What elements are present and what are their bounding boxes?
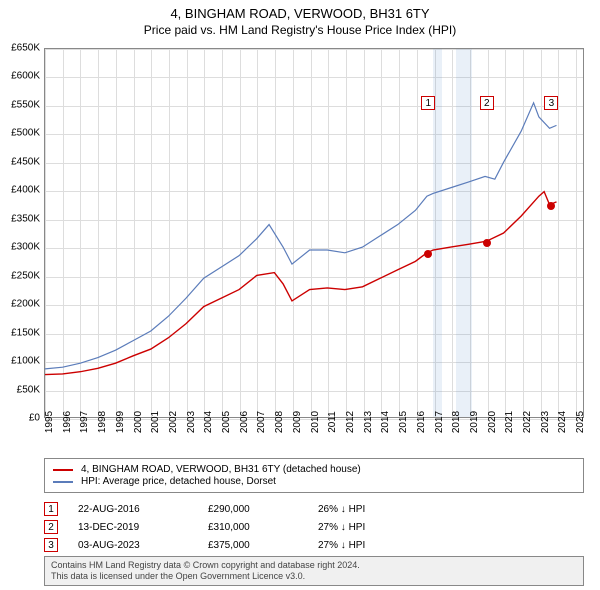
y-axis-label: £400K — [0, 185, 40, 196]
y-axis-label: £650K — [0, 43, 40, 54]
sale-marker-number: 3 — [48, 540, 54, 551]
sale-marker-number: 1 — [48, 504, 54, 515]
sale-price: £290,000 — [208, 504, 298, 515]
sale-marker-box: 3 — [44, 538, 58, 552]
table-row: 1 22-AUG-2016 £290,000 26% ↓ HPI — [44, 502, 584, 516]
title-address: 4, BINGHAM ROAD, VERWOOD, BH31 6TY — [0, 6, 600, 21]
title-subtitle: Price paid vs. HM Land Registry's House … — [0, 23, 600, 37]
chart-lines — [45, 49, 583, 417]
table-row: 2 13-DEC-2019 £310,000 27% ↓ HPI — [44, 520, 584, 534]
sale-marker-number: 2 — [48, 522, 54, 533]
footer-attribution: Contains HM Land Registry data © Crown c… — [44, 556, 584, 587]
y-axis-label: £550K — [0, 99, 40, 110]
y-axis-label: £350K — [0, 213, 40, 224]
y-axis-label: £0 — [0, 413, 40, 424]
sale-marker-label: 1 — [421, 96, 435, 110]
legend-row: HPI: Average price, detached house, Dors… — [53, 476, 575, 487]
footer-line: This data is licensed under the Open Gov… — [51, 571, 577, 582]
sale-price: £310,000 — [208, 522, 298, 533]
legend-swatch — [53, 469, 73, 471]
chart-plot-area: 1 2 3 — [44, 48, 584, 418]
sale-date: 03-AUG-2023 — [78, 540, 188, 551]
sales-table: 1 22-AUG-2016 £290,000 26% ↓ HPI 2 13-DE… — [44, 498, 584, 556]
title-block: 4, BINGHAM ROAD, VERWOOD, BH31 6TY Price… — [0, 0, 600, 37]
y-axis-label: £200K — [0, 299, 40, 310]
sale-marker-box: 2 — [44, 520, 58, 534]
sale-date: 13-DEC-2019 — [78, 522, 188, 533]
y-axis-label: £250K — [0, 270, 40, 281]
sale-marker-box: 1 — [44, 502, 58, 516]
legend-box: 4, BINGHAM ROAD, VERWOOD, BH31 6TY (deta… — [44, 458, 584, 493]
sale-price: £375,000 — [208, 540, 298, 551]
sale-date: 22-AUG-2016 — [78, 504, 188, 515]
table-row: 3 03-AUG-2023 £375,000 27% ↓ HPI — [44, 538, 584, 552]
sale-marker-label: 2 — [480, 96, 494, 110]
y-axis-label: £300K — [0, 242, 40, 253]
legend-label: 4, BINGHAM ROAD, VERWOOD, BH31 6TY (deta… — [81, 464, 361, 475]
y-axis-label: £50K — [0, 384, 40, 395]
chart-container: 4, BINGHAM ROAD, VERWOOD, BH31 6TY Price… — [0, 0, 600, 590]
y-axis-label: £600K — [0, 71, 40, 82]
sale-point — [424, 250, 432, 258]
y-axis-label: £100K — [0, 356, 40, 367]
y-axis-label: £150K — [0, 327, 40, 338]
legend-label: HPI: Average price, detached house, Dors… — [81, 476, 276, 487]
sale-diff: 26% ↓ HPI — [318, 504, 418, 515]
y-axis-label: £500K — [0, 128, 40, 139]
y-axis-label: £450K — [0, 156, 40, 167]
sale-diff: 27% ↓ HPI — [318, 522, 418, 533]
legend-swatch — [53, 481, 73, 483]
sale-point — [483, 239, 491, 247]
sale-diff: 27% ↓ HPI — [318, 540, 418, 551]
sale-point — [547, 202, 555, 210]
series-line-hpi — [45, 103, 556, 369]
footer-line: Contains HM Land Registry data © Crown c… — [51, 560, 577, 571]
sale-marker-label: 3 — [544, 96, 558, 110]
legend-row: 4, BINGHAM ROAD, VERWOOD, BH31 6TY (deta… — [53, 464, 575, 475]
